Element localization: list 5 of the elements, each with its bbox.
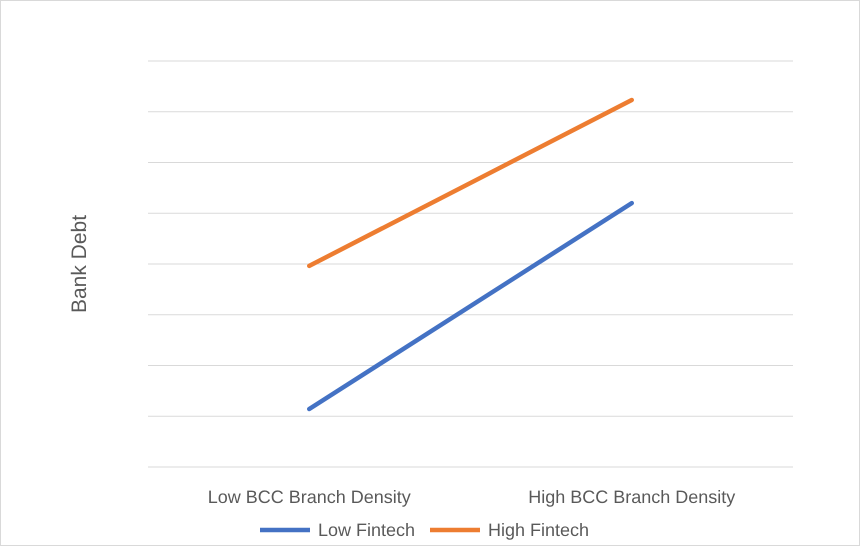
y-axis-title: Bank Debt	[68, 214, 91, 314]
legend-label: High Fintech	[488, 520, 590, 540]
x-tick-label: High BCC Branch Density	[528, 487, 736, 507]
legend-label: Low Fintech	[318, 520, 416, 540]
x-tick-label: Low BCC Branch Density	[208, 487, 411, 507]
